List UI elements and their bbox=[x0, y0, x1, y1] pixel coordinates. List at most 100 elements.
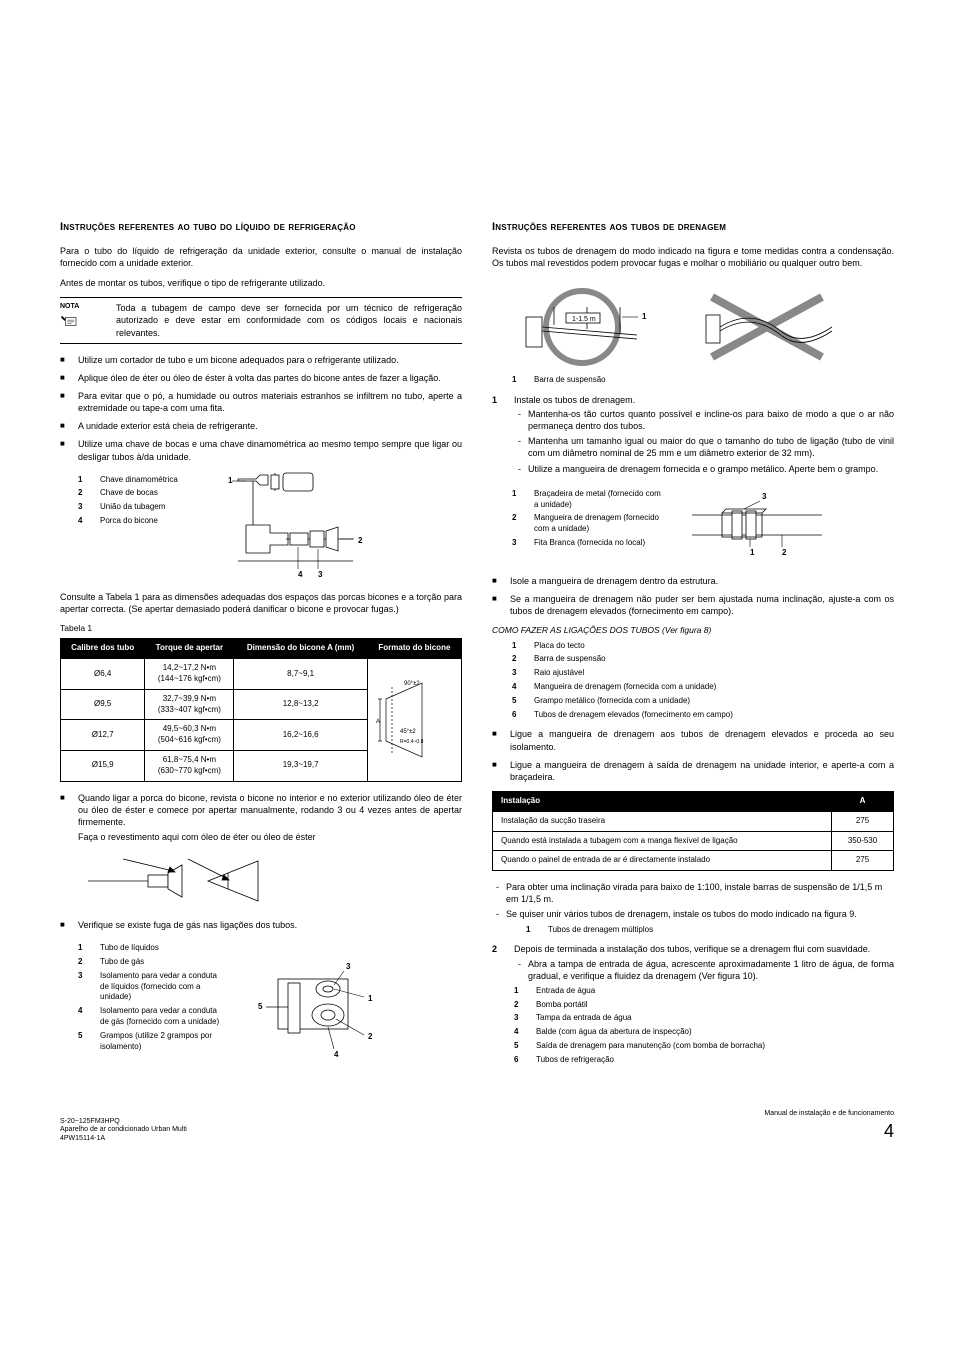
svg-text:2: 2 bbox=[368, 1032, 373, 1041]
page-number: 4 bbox=[764, 1119, 894, 1143]
legend-item: 3Isolamento para vedar a conduta de líqu… bbox=[78, 971, 228, 1003]
svg-text:1: 1 bbox=[750, 548, 755, 557]
table-row: Quando está instalada a tubagem com a ma… bbox=[493, 831, 894, 851]
legend-item: 4Porca do bicone bbox=[78, 516, 188, 527]
list-item: Utilize a mangueira de drenagem fornecid… bbox=[514, 463, 894, 475]
svg-text:2: 2 bbox=[782, 548, 787, 557]
svg-text:R=0.4~0.8: R=0.4~0.8 bbox=[400, 739, 424, 745]
step2-sublist: Abra a tampa de entrada de água, acresce… bbox=[514, 958, 894, 982]
list-item: Utilize uma chave de bocas e uma chave d… bbox=[60, 438, 462, 462]
legend-item: 5Grampo metálico (fornecida com a unidad… bbox=[512, 696, 894, 707]
drain-slope-diagram: 1-1.5 m 1 bbox=[492, 277, 852, 367]
right-bullet-list-3: Ligue a mangueira de drenagem aos tubos … bbox=[492, 728, 894, 783]
svg-text:3: 3 bbox=[762, 492, 767, 501]
list-item: Mantenha um tamanho igual ou maior do qu… bbox=[514, 435, 894, 459]
left-bullet-list-1: Utilize um cortador de tubo e um bicone … bbox=[60, 354, 462, 463]
legend-item: 2Mangueira de drenagem (fornecido com a … bbox=[512, 513, 662, 535]
footer-l3: 4PW15114-1A bbox=[60, 1135, 187, 1143]
step1-num: 1 bbox=[492, 394, 502, 479]
note-label-col: NOTA bbox=[60, 302, 106, 338]
right-heading: Instruções referentes aos tubos de drena… bbox=[492, 220, 894, 235]
pipes-figure-row: 1Tubo de líquidos 2Tubo de gás 3Isolamento… bbox=[60, 939, 462, 1069]
oil-bullet-text: Quando ligar a porca do bicone, revista … bbox=[78, 793, 462, 827]
table-row: Ø6,414,2~17,2 N•m(144~176 kgf•cm)8,7~9,1… bbox=[61, 659, 462, 690]
oil-bullet: Quando ligar a porca do bicone, revista … bbox=[60, 792, 462, 912]
legend-item: 3Tampa da entrada de água bbox=[514, 1013, 894, 1024]
legend-item: 6Tubos de drenagem elevados (forneciment… bbox=[512, 710, 894, 721]
clamp-legend: 1Braçadeira de metal (fornecido com a un… bbox=[512, 489, 662, 552]
list-item: Mantenha-os tão curtos quanto possível e… bbox=[514, 408, 894, 432]
fig8-legend: 1Placa do tecto 2Barra de suspensão 3Raio … bbox=[492, 641, 894, 721]
legend-item: 5Grampos (utilize 2 grampos por isolamen… bbox=[78, 1031, 228, 1053]
list-item: Isole a mangueira de drenagem dentro da … bbox=[492, 575, 894, 587]
right-p1: Revista os tubos de drenagem do modo ind… bbox=[492, 245, 894, 269]
legend-item: 2Chave de bocas bbox=[78, 488, 188, 499]
fig1-caption: 1Barra de suspensão bbox=[492, 375, 894, 386]
clamp-row: 1Braçadeira de metal (fornecido com a un… bbox=[492, 485, 894, 565]
fig9-t: Tubos de drenagem múltiplos bbox=[548, 925, 653, 936]
svg-text:4: 4 bbox=[298, 570, 303, 579]
fig9-caption: 1Tubos de drenagem múltiplos bbox=[492, 925, 894, 936]
table-header: Calibre dos tubo bbox=[61, 639, 145, 659]
table-row: Instalação da sucção traseira275 bbox=[493, 811, 894, 831]
list-item: Ligue a mangueira de drenagem aos tubos … bbox=[492, 728, 894, 752]
step2-num: 2 bbox=[492, 943, 502, 1073]
legend-item: 1Tubo de líquidos bbox=[78, 943, 228, 954]
legend-item: 6Tubos de refrigeração bbox=[514, 1055, 894, 1066]
legend-item: 4Isolamento para vedar a conduta de gás … bbox=[78, 1006, 228, 1028]
svg-text:1: 1 bbox=[228, 476, 233, 485]
legend-item: 2Tubo de gás bbox=[78, 957, 228, 968]
step-2: 2 Depois de terminada a instalação dos t… bbox=[492, 943, 894, 1073]
left-p2: Antes de montar os tubos, verifique o ti… bbox=[60, 277, 462, 289]
svg-text:1: 1 bbox=[368, 994, 373, 1003]
svg-text:90°±2: 90°±2 bbox=[404, 681, 420, 687]
list-item: Se a mangueira de drenagem não puder ser… bbox=[492, 593, 894, 617]
list-item: Abra a tampa de entrada de água, acresce… bbox=[514, 958, 894, 982]
list-item: Para evitar que o pó, a humidade ou outr… bbox=[60, 390, 462, 414]
page-footer: S-20~125FM3HPQ Aparelho de ar condiciona… bbox=[60, 1109, 894, 1143]
list-item: Para obter uma inclinação virada para ba… bbox=[492, 881, 894, 905]
legend-item: 3Fita Branca (fornecida no local) bbox=[512, 538, 662, 549]
list-item: A unidade exterior está cheia de refrige… bbox=[60, 420, 462, 432]
footer-r1: Manual de instalação e de funcionamento bbox=[764, 1109, 894, 1118]
table-row: Quando o painel de entrada de ar é direc… bbox=[493, 851, 894, 871]
legend-item: 1Entrada de água bbox=[514, 986, 894, 997]
legend-item: 1Braçadeira de metal (fornecido com a un… bbox=[512, 489, 662, 511]
flare-shape-cell: 90°±2 45°±2 R=0.4~0.8 A bbox=[367, 659, 461, 781]
svg-text:5: 5 bbox=[258, 1002, 263, 1011]
subhead-fig8: COMO FAZER AS LIGAÇÕES DOS TUBOS (Ver fi… bbox=[492, 625, 894, 636]
fig10-legend: 1Entrada de água 2Bomba portátil 3Tampa da… bbox=[514, 986, 894, 1066]
legend-item: 4Mangueira de drenagem (fornecida com a … bbox=[512, 682, 894, 693]
dash-list-2: Para obter uma inclinação virada para ba… bbox=[492, 881, 894, 920]
tool-figure-row: 1Chave dinamométrica 2Chave de bocas 3Uniã… bbox=[60, 471, 462, 581]
step2-text: Depois de terminada a instalação dos tub… bbox=[514, 943, 894, 955]
footer-l2: Aparelho de ar condicionado Urban Multi bbox=[60, 1126, 187, 1134]
legend-item: 1Chave dinamométrica bbox=[78, 475, 188, 486]
right-bullet-list-2: Isole a mangueira de drenagem dentro da … bbox=[492, 575, 894, 617]
legend-item: 3União da tubagem bbox=[78, 502, 188, 513]
svg-text:2: 2 bbox=[358, 536, 363, 545]
table-header: Dimensão do bicone A (mm) bbox=[234, 639, 367, 659]
legend-item: 3Raio ajustável bbox=[512, 668, 894, 679]
legend-item: 2Barra de suspensão bbox=[512, 654, 894, 665]
right-column: Instruções referentes aos tubos de drena… bbox=[492, 220, 894, 1079]
tools-legend: 1Chave dinamométrica 2Chave de bocas 3Uniã… bbox=[78, 475, 188, 530]
oil-fig-wrap bbox=[78, 851, 462, 911]
svg-text:A: A bbox=[376, 719, 380, 725]
drain-ok-ng-figures: 1-1.5 m 1 bbox=[492, 277, 894, 367]
step1-sublist: Mantenha-os tão curtos quanto possível e… bbox=[514, 408, 894, 475]
step-1: 1 Instale os tubos de drenagem. Mantenha… bbox=[492, 394, 894, 479]
left-p1: Para o tubo do líquido de refrigeração d… bbox=[60, 245, 462, 269]
svg-text:1: 1 bbox=[642, 312, 647, 321]
oil-bullet-sub: Faça o revestimento aqui com óleo de éte… bbox=[78, 831, 462, 843]
pencil-note-icon bbox=[60, 314, 78, 328]
dim-label: 1-1.5 m bbox=[572, 316, 596, 323]
pipe-insulation-diagram: 3 1 2 4 5 bbox=[238, 939, 388, 1069]
legend-item: 1Placa do tecto bbox=[512, 641, 894, 652]
inst-h1: Instalação bbox=[493, 792, 832, 812]
svg-text:45°±2: 45°±2 bbox=[400, 729, 416, 735]
legend-item: 2Bomba portátil bbox=[514, 1000, 894, 1011]
footer-left: S-20~125FM3HPQ Aparelho de ar condiciona… bbox=[60, 1118, 187, 1143]
fig1-t: Barra de suspensão bbox=[534, 375, 606, 386]
pipes-legend: 1Tubo de líquidos 2Tubo de gás 3Isolamento… bbox=[78, 943, 228, 1055]
